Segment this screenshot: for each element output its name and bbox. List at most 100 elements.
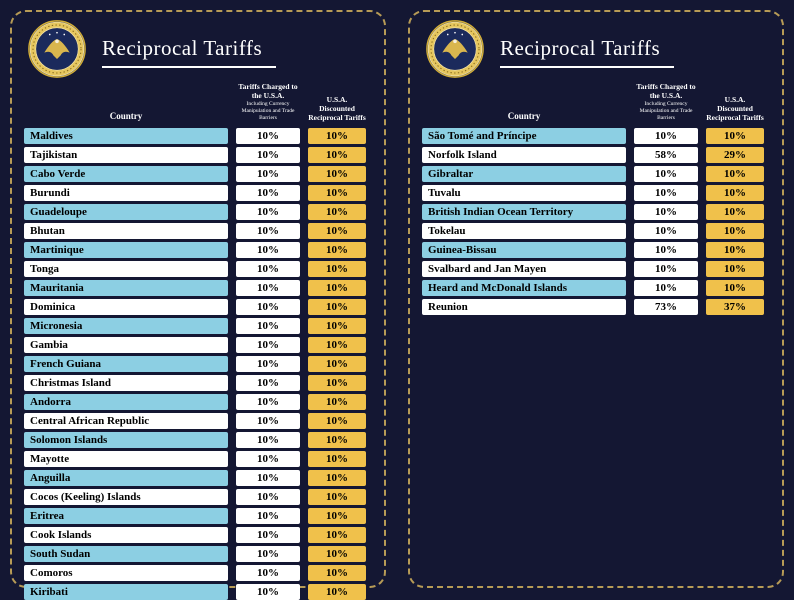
- country-cell: Central African Republic: [24, 412, 228, 429]
- country-cell: Micronesia: [24, 317, 228, 334]
- table-row: Anguilla 10% 10%: [24, 469, 372, 486]
- country-cell: Solomon Islands: [24, 431, 228, 448]
- tariff-charged-cell: 10%: [236, 564, 300, 581]
- country-cell: Heard and McDonald Islands: [422, 279, 626, 296]
- table-row: Eritrea 10% 10%: [24, 507, 372, 524]
- tariff-discounted-cell: 10%: [308, 298, 366, 315]
- tariff-charged-cell: 10%: [236, 545, 300, 562]
- table-row: Gambia 10% 10%: [24, 336, 372, 353]
- tariff-discounted-cell: 10%: [308, 127, 366, 144]
- table-row: São Tomé and Príncipe 10% 10%: [422, 127, 770, 144]
- country-cell: Cocos (Keeling) Islands: [24, 488, 228, 505]
- tariff-charged-cell: 10%: [634, 222, 698, 239]
- table-row: Kiribati 10% 10%: [24, 583, 372, 600]
- tariff-charged-cell: 10%: [236, 412, 300, 429]
- table-body: Maldives 10% 10% Tajikistan 10% 10% Cabo Verde…: [12, 123, 384, 600]
- table-row: Comoros 10% 10%: [24, 564, 372, 581]
- tariff-board-1: Reciprocal Tariffs Country Tariffs Charg…: [10, 10, 386, 600]
- tariff-discounted-cell: 10%: [706, 222, 764, 239]
- column-header-charged-main: Tariffs Charged to the U.S.A.: [238, 82, 298, 100]
- presidential-seal-icon: [28, 20, 86, 78]
- tariff-charged-cell: 73%: [634, 298, 698, 315]
- tariff-charged-cell: 10%: [634, 241, 698, 258]
- table-row: Dominica 10% 10%: [24, 298, 372, 315]
- tariff-discounted-cell: 10%: [308, 545, 366, 562]
- country-cell: Martinique: [24, 241, 228, 258]
- tariff-discounted-cell: 10%: [308, 393, 366, 410]
- country-cell: Tokelau: [422, 222, 626, 239]
- country-cell: Guinea-Bissau: [422, 241, 626, 258]
- tariff-discounted-cell: 10%: [308, 241, 366, 258]
- tariff-charged-cell: 10%: [236, 298, 300, 315]
- country-cell: Andorra: [24, 393, 228, 410]
- country-cell: São Tomé and Príncipe: [422, 127, 626, 144]
- tariff-charged-cell: 10%: [236, 279, 300, 296]
- tariff-charged-cell: 10%: [236, 241, 300, 258]
- table-row: Solomon Islands 10% 10%: [24, 431, 372, 448]
- table-row: Guinea-Bissau 10% 10%: [422, 241, 770, 258]
- tariff-charged-cell: 10%: [236, 469, 300, 486]
- country-cell: Anguilla: [24, 469, 228, 486]
- country-cell: Reunion: [422, 298, 626, 315]
- country-cell: Tuvalu: [422, 184, 626, 201]
- tariff-charged-cell: 10%: [236, 127, 300, 144]
- table-row: South Sudan 10% 10%: [24, 545, 372, 562]
- country-cell: Guadeloupe: [24, 203, 228, 220]
- country-cell: Tonga: [24, 260, 228, 277]
- tariff-charged-cell: 10%: [236, 526, 300, 543]
- tariff-discounted-cell: 10%: [308, 279, 366, 296]
- tariff-charged-cell: 10%: [236, 488, 300, 505]
- tariff-charged-cell: 10%: [236, 336, 300, 353]
- country-cell: Gibraltar: [422, 165, 626, 182]
- table-row: Reunion 73% 37%: [422, 298, 770, 315]
- table-row: Burundi 10% 10%: [24, 184, 372, 201]
- table-row: Christmas Island 10% 10%: [24, 374, 372, 391]
- tariff-discounted-cell: 10%: [308, 355, 366, 372]
- table-row: Cocos (Keeling) Islands 10% 10%: [24, 488, 372, 505]
- tariff-charged-cell: 10%: [236, 393, 300, 410]
- presidential-seal-icon: [426, 20, 484, 78]
- country-cell: Cook Islands: [24, 526, 228, 543]
- country-cell: Comoros: [24, 564, 228, 581]
- table-row: Guadeloupe 10% 10%: [24, 203, 372, 220]
- tariff-board-2: Reciprocal Tariffs Country Tariffs Charg…: [408, 10, 784, 588]
- tariff-discounted-cell: 10%: [308, 336, 366, 353]
- tariff-discounted-cell: 10%: [308, 431, 366, 448]
- tariff-charged-cell: 10%: [634, 184, 698, 201]
- tariff-charged-cell: 10%: [634, 260, 698, 277]
- table-row: French Guiana 10% 10%: [24, 355, 372, 372]
- country-cell: Svalbard and Jan Mayen: [422, 260, 626, 277]
- table-row: Mayotte 10% 10%: [24, 450, 372, 467]
- tariff-charged-cell: 58%: [634, 146, 698, 163]
- column-header-country: Country: [507, 110, 541, 121]
- table-row: Micronesia 10% 10%: [24, 317, 372, 334]
- tariff-charged-cell: 10%: [634, 127, 698, 144]
- country-cell: Cabo Verde: [24, 165, 228, 182]
- tariff-charged-cell: 10%: [634, 203, 698, 220]
- column-headers: Country Tariffs Charged to the U.S.A. In…: [12, 82, 384, 123]
- tariff-charged-cell: 10%: [236, 507, 300, 524]
- country-cell: Gambia: [24, 336, 228, 353]
- column-header-discounted: U.S.A. Discounted Reciprocal Tariffs: [706, 94, 764, 122]
- tariff-discounted-cell: 10%: [308, 374, 366, 391]
- tariff-discounted-cell: 10%: [706, 165, 764, 182]
- column-header-discounted: U.S.A. Discounted Reciprocal Tariffs: [308, 94, 366, 122]
- tariff-discounted-cell: 10%: [308, 184, 366, 201]
- table-row: Bhutan 10% 10%: [24, 222, 372, 239]
- country-cell: South Sudan: [24, 545, 228, 562]
- tariff-discounted-cell: 10%: [706, 279, 764, 296]
- tariff-discounted-cell: 10%: [706, 203, 764, 220]
- tariff-discounted-cell: 10%: [308, 146, 366, 163]
- column-header-charged-main: Tariffs Charged to the U.S.A.: [636, 82, 696, 100]
- tariff-discounted-cell: 10%: [308, 450, 366, 467]
- tariff-charged-cell: 10%: [236, 184, 300, 201]
- country-cell: Tajikistan: [24, 146, 228, 163]
- country-cell: Mayotte: [24, 450, 228, 467]
- tariff-charged-cell: 10%: [236, 222, 300, 239]
- tariff-discounted-cell: 10%: [308, 488, 366, 505]
- table-row: Heard and McDonald Islands 10% 10%: [422, 279, 770, 296]
- tariff-charged-cell: 10%: [236, 583, 300, 600]
- table-row: Tonga 10% 10%: [24, 260, 372, 277]
- column-header-country: Country: [109, 110, 143, 121]
- table-row: Cabo Verde 10% 10%: [24, 165, 372, 182]
